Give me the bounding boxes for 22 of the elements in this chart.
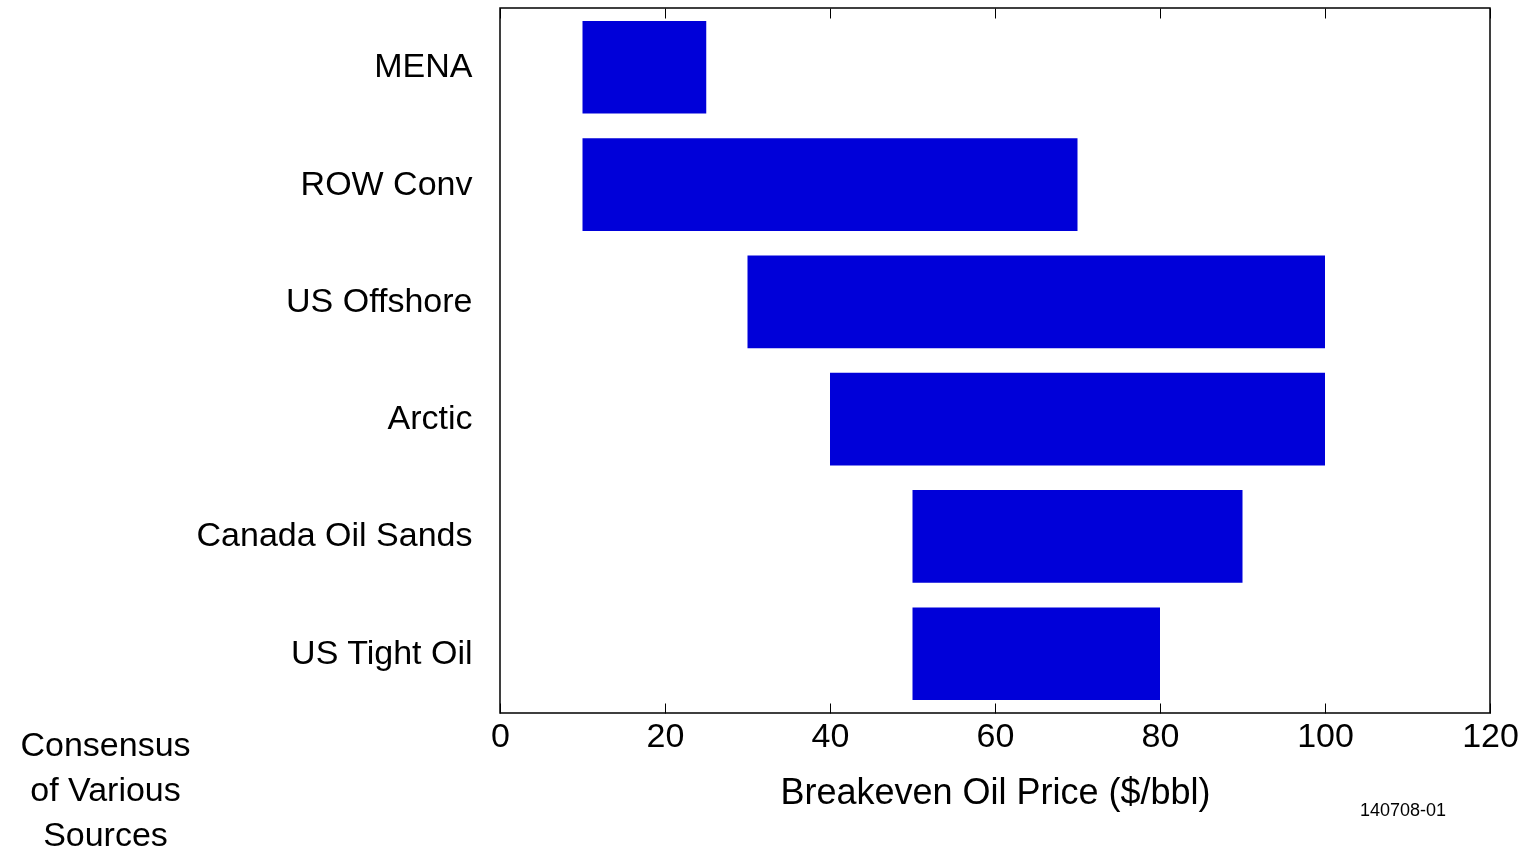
y-tick-label: Arctic <box>387 398 473 437</box>
y-tick-label: Canada Oil Sands <box>196 515 473 554</box>
y-tick-label: US Tight Oil <box>291 632 473 671</box>
text: Consensus of Various Sources <box>19 724 192 847</box>
x-tick-label: 80 <box>1141 715 1180 754</box>
text: 140708-01 <box>1360 800 1447 821</box>
x-axis-title: Breakeven Oil Price ($/bbl) <box>780 770 1211 812</box>
y-tick-label: MENA <box>374 46 473 85</box>
x-tick-label: 100 <box>1297 715 1354 754</box>
bar <box>582 20 707 114</box>
x-tick-label: 40 <box>811 715 850 754</box>
bar <box>830 372 1325 466</box>
y-tick-label: ROW Conv <box>300 163 473 202</box>
bar <box>582 138 1078 231</box>
bar <box>747 255 1325 349</box>
bar <box>912 490 1243 583</box>
x-tick-label: 60 <box>976 715 1015 754</box>
x-tick-label: 120 <box>1462 715 1519 754</box>
y-tick-label: US Offshore <box>286 280 473 319</box>
x-tick-label: 20 <box>646 715 685 754</box>
bar <box>912 607 1160 701</box>
x-tick-label: 0 <box>491 715 510 754</box>
